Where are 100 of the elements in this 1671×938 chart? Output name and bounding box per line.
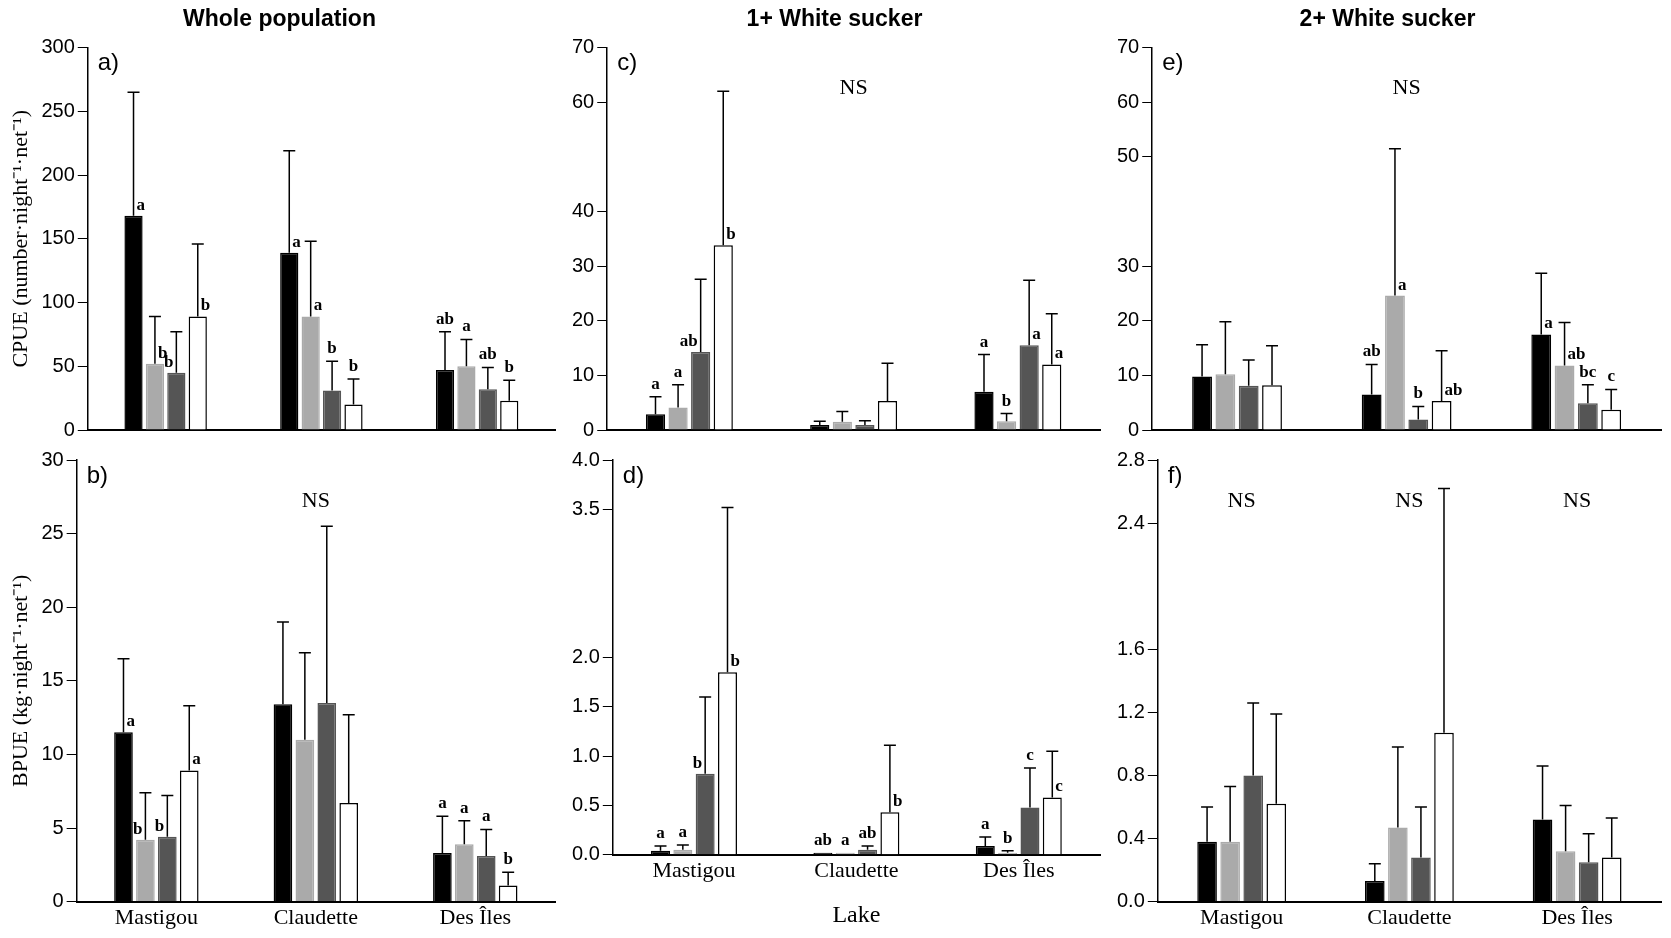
data-label: b [730,651,740,671]
y-tick-label: 50 [52,353,75,376]
annotation: e) [1162,48,1184,76]
chart-title: 2+ White sucker [1299,5,1476,32]
y-tick-label: 70 [1117,35,1140,58]
y-tick-label: 30 [572,253,595,276]
x-tick-label: Claudette [814,856,899,882]
y-tick-label: 150 [41,226,75,249]
data-label: b [692,752,703,772]
x-tick-label: Claudette [1367,903,1452,929]
y-tick-label: 10 [572,362,595,385]
y-tick-label: 0 [583,417,595,440]
data-label: a [481,806,491,826]
y-tick-label: 0 [1128,417,1140,440]
y-tick-label: 25 [41,521,64,544]
data-label: b [504,357,514,377]
y-tick-label: 20 [1117,308,1140,331]
data-label: a [1544,313,1554,333]
y-tick-label: 15 [41,668,64,691]
data-label: ab [1362,341,1381,361]
data-label: b [503,849,513,869]
chart-title: Whole population [183,5,376,32]
y-tick-label: 250 [41,98,75,121]
y-tick-label: 1.2 [1116,699,1145,722]
chart-title: 1+ White sucker [746,5,923,32]
y-tick-label: 10 [41,741,64,764]
data-label: ab [478,344,497,364]
y-tick-label: 5 [52,815,64,838]
data-label: a [126,711,136,731]
data-label: b [1001,390,1012,410]
annotation: NS [1395,486,1424,512]
annotation: NS [839,74,868,100]
data-label: a [462,316,472,336]
x-tick-label: Des Îles [439,903,512,929]
data-label: b [348,355,359,375]
data-label: c [1607,366,1616,386]
y-tick-label: 2.0 [571,644,600,667]
data-label: a [292,231,302,251]
y-tick-label: 1.0 [571,743,600,766]
y-tick-label: 20 [41,594,64,617]
x-tick-label: Mastigou [114,903,198,929]
data-label: a [840,829,850,849]
y-tick-label: 60 [1117,89,1140,112]
data-label: b [1002,827,1013,847]
y-tick-label: 2.4 [1116,510,1145,533]
y-tick-label: 1.6 [1116,636,1145,659]
y-tick-label: 0.8 [1116,762,1145,785]
y-tick-label: 0.0 [571,842,600,865]
y-tick-label: 30 [1117,253,1140,276]
data-label: a [192,749,202,769]
data-label: a [1397,274,1407,294]
y-tick-label: 3.5 [571,496,600,519]
y-tick-label: 300 [41,35,75,58]
y-tick-label: 10 [1117,362,1140,385]
data-label: bc [1579,361,1597,381]
data-label: c [1026,744,1035,764]
y-tick-label: 20 [572,308,595,331]
data-label: b [726,224,736,244]
y-tick-label: 70 [572,35,595,58]
annotation: c) [617,48,638,76]
y-tick-label: 0.5 [571,792,600,815]
data-label: a [136,194,146,214]
y-tick-label: 100 [41,290,75,313]
y-axis-title: BPUE (kg·night⁻¹·net⁻¹) [6,574,32,787]
data-label: ab [1444,379,1463,399]
y-tick-label: 40 [572,199,595,221]
data-label: b [132,818,143,838]
x-axis-title: Lake [832,900,881,927]
annotation: a) [97,48,120,76]
annotation: NS [1227,486,1256,512]
data-label: a [1054,343,1064,363]
annotation: f) [1167,460,1183,488]
y-tick-label: 0.0 [1116,889,1145,912]
data-label: ab [679,330,698,350]
data-label: a [981,813,991,833]
y-tick-label: 60 [572,89,595,112]
data-label: b [327,338,337,358]
y-tick-label: 50 [1117,144,1140,167]
data-label: a [651,373,661,393]
y-tick-label: 4.0 [571,447,600,470]
data-label: a [1032,324,1042,344]
y-tick-label: 2.8 [1116,447,1145,470]
x-tick-label: Mastigou [1200,903,1284,929]
annotation: d) [622,460,645,488]
data-label: a [979,331,989,351]
data-label: b [1413,383,1424,403]
annotation: NS [1563,486,1592,512]
annotation: NS [1392,74,1421,100]
data-label: a [678,821,688,841]
data-label: ab [813,829,832,849]
x-tick-label: Claudette [273,903,358,929]
data-label: b [154,815,165,835]
data-label: c [1055,776,1064,796]
y-tick-label: 1.5 [571,694,600,717]
annotation: b) [86,460,108,488]
y-tick-label: 0.4 [1116,826,1145,849]
data-label: ab [858,822,877,842]
y-tick-label: 0 [52,889,64,912]
x-tick-label: Des Îles [1541,903,1613,929]
data-label: ab [1567,344,1586,364]
